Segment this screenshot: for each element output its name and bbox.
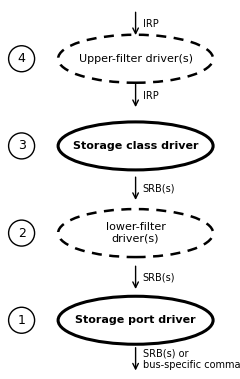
Ellipse shape — [58, 209, 213, 257]
Text: SRB(s) or
bus-specific commands: SRB(s) or bus-specific commands — [143, 348, 240, 370]
Ellipse shape — [58, 35, 213, 83]
Text: SRB(s): SRB(s) — [143, 273, 175, 283]
Ellipse shape — [58, 296, 213, 344]
Text: Storage class driver: Storage class driver — [73, 141, 198, 151]
Text: 4: 4 — [18, 52, 25, 65]
Text: 2: 2 — [18, 227, 25, 240]
Text: SRB(s): SRB(s) — [143, 183, 175, 194]
Ellipse shape — [58, 122, 213, 170]
Text: lower-filter
driver(s): lower-filter driver(s) — [106, 222, 166, 244]
Text: Storage port driver: Storage port driver — [75, 315, 196, 325]
Text: IRP: IRP — [143, 19, 159, 29]
Text: 1: 1 — [18, 314, 25, 327]
Text: Upper-filter driver(s): Upper-filter driver(s) — [78, 54, 192, 64]
Text: 3: 3 — [18, 139, 25, 152]
Text: IRP: IRP — [143, 91, 159, 101]
